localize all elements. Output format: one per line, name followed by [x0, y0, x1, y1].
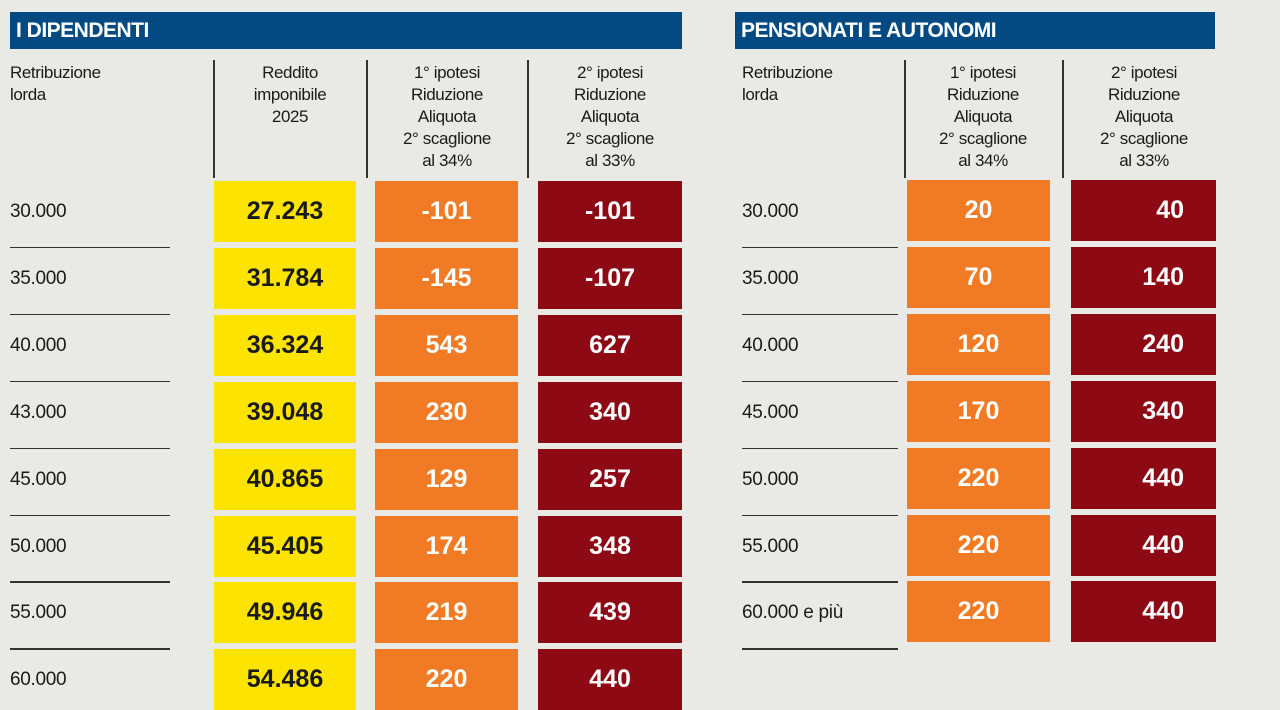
row-divider: [10, 581, 170, 583]
cell-ipotesi1: 174: [375, 515, 518, 577]
cell-ipotesi1: 543: [375, 314, 518, 376]
cell-imponibile: 27.243: [214, 181, 356, 242]
row-label-retribuzione-pens: 45.000: [742, 401, 799, 423]
row-divider: [10, 313, 170, 316]
cell-ipotesi2: 439: [538, 582, 682, 644]
cell-imponibile: 49.946: [214, 582, 356, 644]
row-divider: [742, 514, 898, 516]
cell-ipotesi2-pens: 440: [1071, 447, 1216, 509]
row-label-retribuzione: 45.000: [10, 468, 67, 490]
row-label-retribuzione-pens: 30.000: [742, 201, 799, 222]
cell-ipotesi2: 257: [538, 448, 682, 510]
cell-ipotesi2: 348: [538, 515, 682, 577]
cell-imponibile: 54.486: [214, 649, 356, 710]
pensionati-title: PENSIONATI E AUTONOMI: [735, 12, 1215, 49]
cell-ipotesi1: 220: [375, 649, 518, 710]
divider: [213, 60, 215, 178]
row-divider: [10, 447, 170, 450]
cell-ipotesi1: -101: [375, 181, 518, 242]
row-label-retribuzione-pens: 50.000: [742, 468, 799, 490]
row-label-retribuzione-pens: 55.000: [742, 535, 799, 557]
cell-ipotesi2-pens: 140: [1071, 246, 1216, 308]
cell-imponibile: 40.865: [214, 448, 356, 510]
col-header-ipotesi2: 2° ipotesi Riduzione Aliquota 2° scaglio…: [565, 63, 654, 170]
row-label-retribuzione: 50.000: [10, 535, 67, 557]
row-divider: [742, 380, 898, 383]
cell-ipotesi1-pens: 170: [907, 380, 1050, 442]
row-label-retribuzione: 40.000: [10, 334, 67, 356]
cell-ipotesi1-pens: 120: [907, 313, 1050, 375]
row-label-retribuzione-pens: 35.000: [742, 267, 799, 289]
cell-ipotesi1-pens: 20: [907, 180, 1050, 241]
divider: [1062, 60, 1064, 178]
cell-ipotesi1-pens: 220: [907, 581, 1050, 643]
row-divider: [742, 581, 898, 583]
cell-imponibile: 36.324: [214, 314, 356, 376]
cell-ipotesi1: 219: [375, 582, 518, 644]
row-divider: [742, 648, 898, 650]
row-label-retribuzione: 35.000: [10, 267, 67, 289]
row-divider: [10, 246, 170, 249]
cell-ipotesi2-pens: 440: [1071, 581, 1216, 643]
cell-ipotesi1: 230: [375, 381, 518, 443]
col-header-ipotesi2-pens: 2° ipotesi Riduzione Aliquota 2° scaglio…: [1099, 63, 1188, 170]
cell-ipotesi1: 129: [375, 448, 518, 510]
row-label-retribuzione: 60.000: [10, 669, 67, 691]
col-header-retribuzione-pens: Retribuzione lorda: [742, 63, 833, 104]
col-header-retribuzione: Retribuzione lorda: [10, 63, 101, 104]
col-header-ipotesi1-pens: 1° ipotesi Riduzione Aliquota 2° scaglio…: [938, 63, 1027, 170]
cell-ipotesi1-pens: 220: [907, 447, 1050, 509]
cell-ipotesi2-pens: 340: [1071, 380, 1216, 442]
row-label-retribuzione: 43.000: [10, 401, 67, 423]
dipendenti-title: I DIPENDENTI: [10, 12, 682, 49]
divider: [904, 60, 906, 178]
row-label-retribuzione: 55.000: [10, 602, 67, 624]
cell-ipotesi2-pens: 40: [1071, 180, 1216, 241]
cell-ipotesi2-pens: 440: [1071, 514, 1216, 576]
cell-ipotesi2-pens: 240: [1071, 313, 1216, 375]
row-divider: [742, 447, 898, 450]
cell-ipotesi1: -145: [375, 247, 518, 309]
cell-ipotesi2: 340: [538, 381, 682, 443]
cell-ipotesi2: -101: [538, 181, 682, 242]
cell-ipotesi2: 627: [538, 314, 682, 376]
cell-imponibile: 39.048: [214, 381, 356, 443]
cell-ipotesi1-pens: 70: [907, 246, 1050, 308]
col-header-imponibile: Reddito imponibile 2025: [253, 63, 327, 126]
cell-ipotesi2: -107: [538, 247, 682, 309]
row-label-retribuzione-pens: 40.000: [742, 334, 799, 356]
row-divider: [742, 313, 898, 316]
divider: [366, 60, 368, 178]
row-divider: [10, 380, 170, 383]
cell-ipotesi1-pens: 220: [907, 514, 1050, 576]
cell-imponibile: 45.405: [214, 515, 356, 577]
row-label-retribuzione: 30.000: [10, 201, 67, 222]
row-label-retribuzione-pens: 60.000 e più: [742, 602, 843, 624]
cell-ipotesi2: 440: [538, 649, 682, 710]
col-header-ipotesi1: 1° ipotesi Riduzione Aliquota 2° scaglio…: [402, 63, 491, 170]
divider: [527, 60, 529, 178]
row-divider: [10, 514, 170, 516]
row-divider: [10, 648, 170, 650]
row-divider: [742, 246, 898, 249]
cell-imponibile: 31.784: [214, 247, 356, 309]
